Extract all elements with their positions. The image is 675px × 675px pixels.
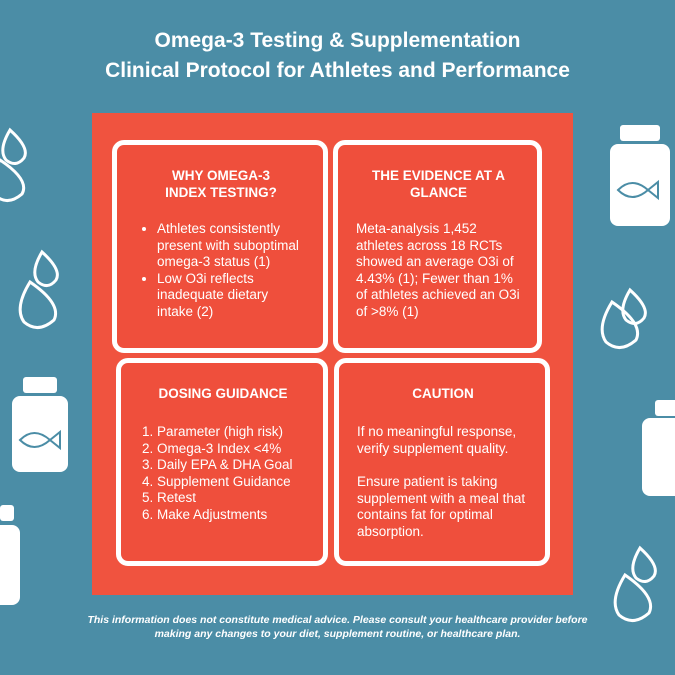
- info-box: THE EVIDENCE AT A GLANCE Meta-analysis 1…: [333, 140, 542, 353]
- info-box: DOSING GUIDANCE Parameter (high risk) Om…: [116, 358, 328, 566]
- step: Omega-3 Index <4%: [157, 441, 307, 458]
- bullet: Low O3i reflects inadequate dietary inta…: [157, 271, 307, 321]
- paragraph: Meta-analysis 1,452 athletes across 18 R…: [356, 221, 520, 319]
- box-heading: DOSING GUIDANCE: [158, 386, 288, 401]
- step: Daily EPA & DHA Goal: [157, 457, 307, 474]
- step: Parameter (high risk): [157, 424, 307, 441]
- info-box: CAUTION If no meaningful response, verif…: [334, 358, 550, 566]
- step: Make Adjustments: [157, 507, 307, 524]
- box-heading: WHY OMEGA-3 INDEX TESTING?: [165, 168, 277, 200]
- disclaimer-line: making any changes to your diet, supplem…: [154, 628, 521, 640]
- box-heading: THE EVIDENCE AT A GLANCE: [371, 168, 505, 200]
- paragraph: If no meaningful response, verify supple…: [357, 424, 517, 456]
- step-list: Parameter (high risk) Omega-3 Index <4% …: [139, 424, 307, 523]
- paragraph: Ensure patient is taking supplement with…: [357, 474, 526, 539]
- info-box: WHY OMEGA-3 INDEX TESTING? Athletes cons…: [112, 140, 328, 353]
- drops: [0, 127, 657, 622]
- bottles: [0, 125, 675, 605]
- disclaimer-line: This information does not constitute med…: [87, 614, 588, 626]
- bullet-list: Athletes consistently present with subop…: [135, 221, 307, 320]
- title-line: Clinical Protocol for Athletes and Perfo…: [105, 59, 570, 82]
- bullet: Athletes consistently present with subop…: [157, 221, 307, 271]
- box-heading: CAUTION: [412, 386, 474, 401]
- step: Retest: [157, 490, 307, 507]
- title-line: Omega-3 Testing & Supplementation: [154, 29, 521, 52]
- step: Supplement Guidance: [157, 474, 307, 491]
